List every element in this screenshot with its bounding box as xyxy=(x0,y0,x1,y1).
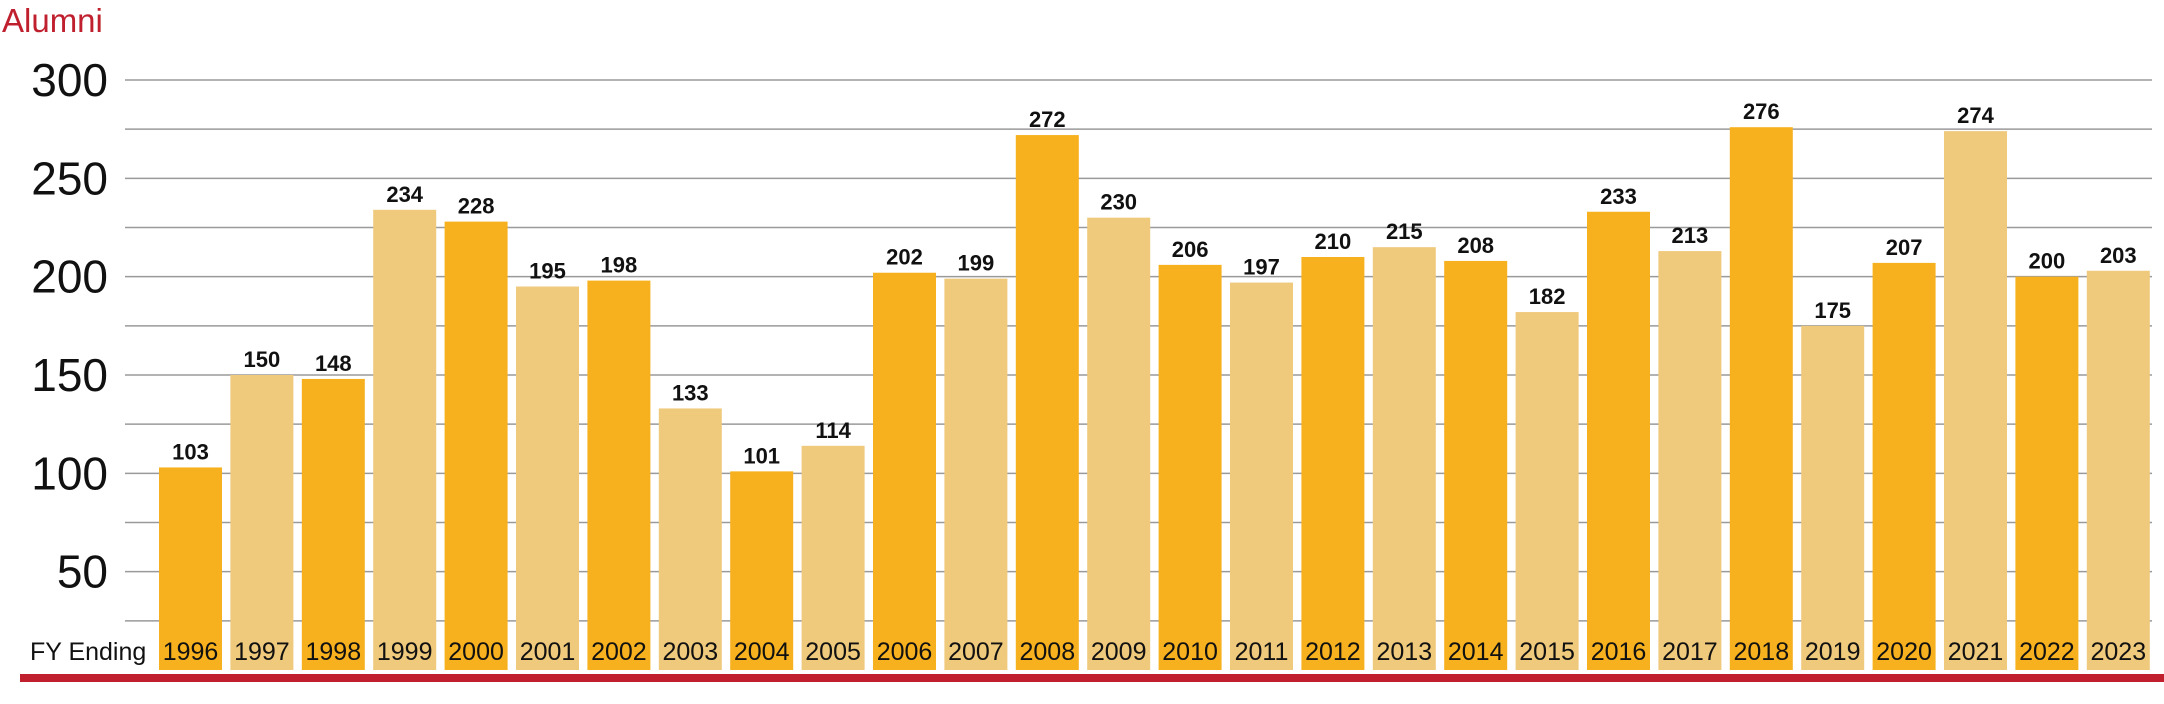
bar xyxy=(444,221,508,670)
bar-value-label: 101 xyxy=(743,443,780,468)
bar xyxy=(301,378,365,670)
baseline-rule xyxy=(20,674,2164,682)
x-tick-label: 2014 xyxy=(1448,638,1504,666)
x-tick-label: 2009 xyxy=(1091,638,1147,666)
bar xyxy=(730,471,794,670)
bar xyxy=(159,467,222,670)
bar-value-label: 148 xyxy=(315,351,352,376)
x-tick-label: 1997 xyxy=(234,638,290,666)
y-tick-label: 200 xyxy=(31,251,108,303)
bar xyxy=(1301,257,1365,670)
x-tick-label: 2023 xyxy=(2090,638,2146,666)
bar-value-label: 200 xyxy=(2029,249,2066,274)
bar xyxy=(1872,262,1936,670)
bar-value-label: 206 xyxy=(1172,237,1209,262)
x-tick-label: 2016 xyxy=(1591,638,1647,666)
bar-value-label: 272 xyxy=(1029,107,1066,132)
bar-value-label: 207 xyxy=(1886,235,1923,260)
bar-value-label: 202 xyxy=(886,245,923,270)
x-tick-label: 2018 xyxy=(1733,638,1789,666)
bar xyxy=(944,278,1008,670)
x-tick-label: 2011 xyxy=(1235,638,1289,666)
y-tick-label: 100 xyxy=(31,447,108,499)
bar-value-label: 228 xyxy=(458,194,495,219)
bar xyxy=(801,445,865,670)
bar-value-label: 114 xyxy=(815,418,851,443)
bar xyxy=(2086,270,2150,670)
y-axis-title: Alumni xyxy=(2,2,103,39)
bar xyxy=(1015,135,1079,671)
x-tick-label: 2000 xyxy=(448,638,504,666)
y-tick-label: 150 xyxy=(31,349,108,401)
bar-value-label: 276 xyxy=(1743,99,1780,124)
bar-value-label: 234 xyxy=(386,182,423,207)
bar-value-label: 233 xyxy=(1600,184,1637,209)
bar xyxy=(1801,325,1865,670)
x-tick-label: 1996 xyxy=(163,638,219,666)
bar-value-label: 208 xyxy=(1457,233,1494,258)
bar xyxy=(1587,211,1650,670)
x-tick-label: 2006 xyxy=(877,638,933,666)
bar xyxy=(1729,127,1793,670)
bar-value-label: 103 xyxy=(172,439,209,464)
x-tick-label: 2013 xyxy=(1376,638,1432,666)
x-tick-label: 2008 xyxy=(1019,638,1075,666)
bar-value-label: 215 xyxy=(1386,219,1423,244)
x-tick-label: 2020 xyxy=(1876,638,1932,666)
bar xyxy=(658,408,722,670)
bar-value-label: 210 xyxy=(1315,229,1352,254)
x-tick-label: 2017 xyxy=(1662,638,1718,666)
x-tick-label: 2005 xyxy=(805,638,861,666)
bar xyxy=(516,286,579,670)
x-tick-label: 2001 xyxy=(520,638,576,666)
x-tick-label: 2010 xyxy=(1162,638,1218,666)
bar-value-label: 175 xyxy=(1814,298,1851,323)
bars: 103 1996 150 1997 148 1998 234 1999 228 2000 195 20… xyxy=(159,99,2150,671)
x-tick-label: 2019 xyxy=(1805,638,1861,666)
bar-value-label: 150 xyxy=(244,347,281,372)
bar-value-label: 133 xyxy=(672,380,709,405)
bar xyxy=(2015,276,2079,670)
bar-value-label: 195 xyxy=(529,259,566,284)
bar xyxy=(873,272,936,670)
x-tick-label: 2021 xyxy=(1948,638,2004,666)
bar xyxy=(1230,282,1293,670)
x-tick-label: 1998 xyxy=(305,638,361,666)
x-tick-label: 2012 xyxy=(1305,638,1361,666)
bar-value-label: 197 xyxy=(1243,255,1280,280)
x-tick-label: 1999 xyxy=(377,638,433,666)
bar xyxy=(587,280,651,670)
bar xyxy=(1444,260,1508,670)
bar xyxy=(1372,247,1436,670)
y-tick-label: 300 xyxy=(31,54,108,106)
bar-value-label: 274 xyxy=(1957,103,1994,128)
bar xyxy=(373,209,437,671)
y-tick-label: 50 xyxy=(57,546,108,598)
bar xyxy=(1158,264,1222,670)
y-axis-ticks: 50 100 150 200 250 300 xyxy=(31,54,108,598)
bar xyxy=(1515,312,1579,670)
x-tick-label: 2007 xyxy=(948,638,1004,666)
bar-value-label: 198 xyxy=(601,253,638,278)
bar xyxy=(1087,217,1151,670)
y-tick-label: 250 xyxy=(31,152,108,204)
x-tick-label: 2015 xyxy=(1519,638,1575,666)
bar xyxy=(1658,251,1722,670)
bar-value-label: 213 xyxy=(1672,223,1709,248)
bar-value-label: 203 xyxy=(2100,243,2137,268)
x-axis-title: FY Ending xyxy=(30,638,146,666)
bar xyxy=(230,375,294,670)
x-tick-label: 2002 xyxy=(591,638,647,666)
bar-value-label: 199 xyxy=(958,251,995,276)
bar-value-label: 182 xyxy=(1529,284,1566,309)
bar-value-label: 230 xyxy=(1100,190,1137,215)
x-tick-label: 2004 xyxy=(734,638,790,666)
x-tick-label: 2003 xyxy=(662,638,718,666)
bar xyxy=(1944,131,2007,671)
x-tick-label: 2022 xyxy=(2019,638,2075,666)
